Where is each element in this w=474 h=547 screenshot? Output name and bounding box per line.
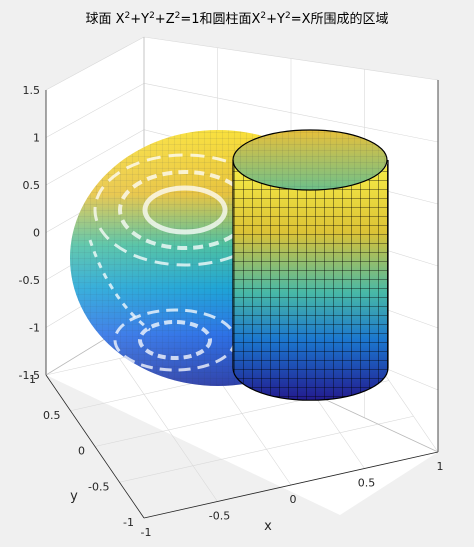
- hole-ring: [142, 185, 228, 235]
- z-tick-label: -1.5: [19, 369, 40, 382]
- y-tick-label: -0.5: [88, 480, 109, 493]
- y-axis-line: [45, 374, 145, 519]
- cylinder-bottom-rim: [232, 367, 389, 401]
- sphere-holes: [88, 153, 294, 372]
- y-axis-ticks: -1 -0.5 0 0.5 1: [29, 373, 134, 529]
- chart-title: 球面 X2+Y2+Z2=1和圆柱面X2+Y2=X所围成的区域: [85, 11, 388, 27]
- z-tick-label: 1: [33, 132, 40, 145]
- x-tick-label: 0.5: [358, 477, 376, 490]
- x-grid-line: [119, 358, 218, 502]
- cylinder-surface: [232, 129, 389, 401]
- z-tick-label: 0.5: [23, 179, 41, 192]
- y-tick-label: -1: [123, 516, 134, 529]
- z-tick-label: 0: [33, 227, 40, 240]
- z-tick-label: -0.5: [19, 274, 40, 287]
- y-tick-label: 1: [29, 373, 36, 386]
- z-axis-ticks: -1.5 -1 -0.5 0 0.5 1 1.5: [19, 84, 40, 382]
- x-tick-label: 1: [437, 460, 444, 473]
- z-grid-line: [45, 129, 145, 186]
- cylinder-grid-rect: [233, 160, 388, 401]
- cylinder-top-mesh: [233, 130, 387, 190]
- hole-ring: [138, 320, 212, 360]
- x-tick-label: -1: [141, 526, 152, 539]
- x-axis-ticks: -1 -0.5 0 0.5 1: [141, 460, 444, 539]
- y-axis-label: y: [70, 489, 78, 504]
- hole-arc: [88, 239, 151, 332]
- y-tick-label: 0: [78, 445, 85, 458]
- cylinder-side-edges: [232, 160, 389, 368]
- y-tick-label: 0.5: [43, 409, 61, 422]
- z-tick-label: 1.5: [23, 84, 41, 97]
- x-tick-label: -0.5: [209, 510, 230, 523]
- cylinder-wall-grid: [233, 160, 388, 401]
- x-tick-label: 0: [290, 493, 297, 506]
- z-grid-line: [45, 36, 145, 91]
- x-axis-line: [143, 451, 439, 519]
- z-tick-label: -1: [29, 322, 40, 335]
- x-axis-label: x: [264, 519, 272, 534]
- z-grid-line: [45, 83, 145, 138]
